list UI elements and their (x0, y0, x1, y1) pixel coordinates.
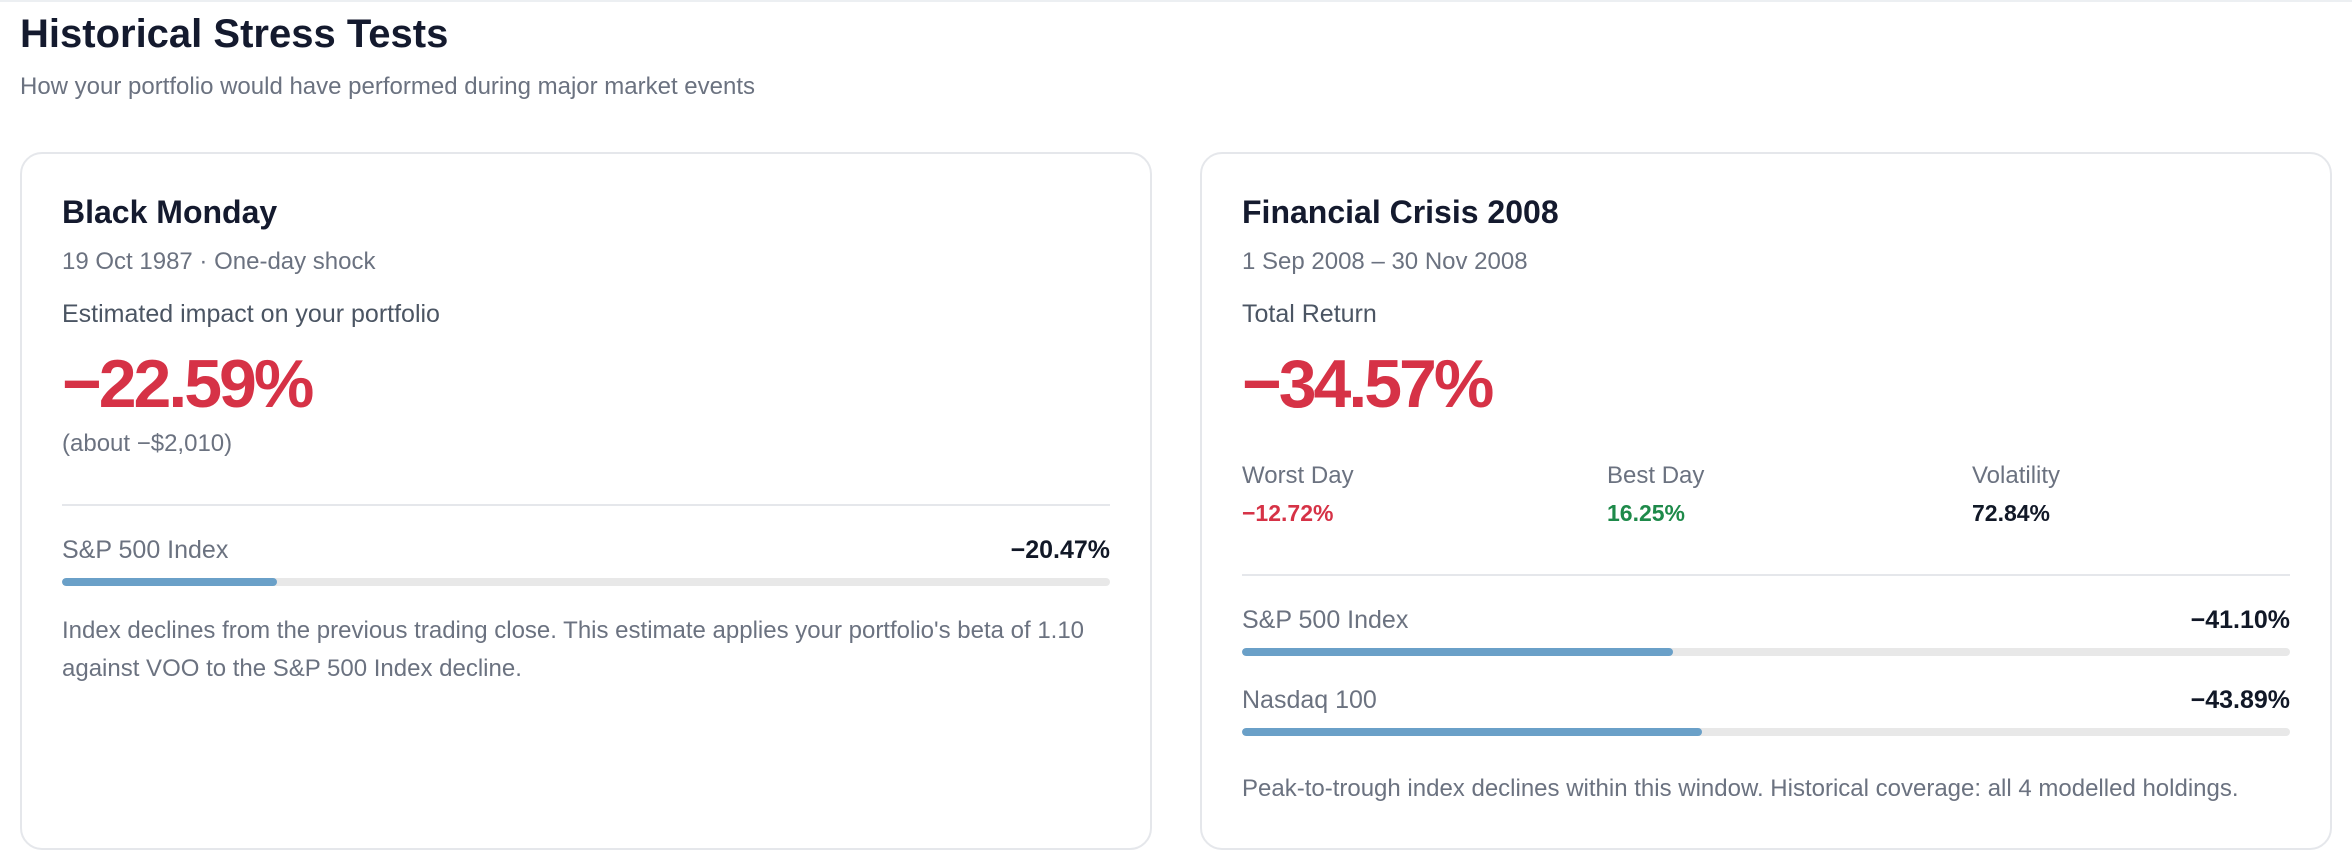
divider (1242, 574, 2290, 576)
stat-volatility: Volatility 72.84% (1972, 462, 2272, 527)
card-date: 19 Oct 1987 · One-day shock (62, 248, 376, 275)
card-date: 1 Sep 2008 – 30 Nov 2008 (1242, 248, 1528, 275)
card-title: Black Monday (62, 194, 278, 230)
divider (62, 504, 1110, 506)
total-return-value: −34.57% (1242, 346, 1494, 422)
index-name: S&P 500 Index (62, 536, 229, 564)
index-row-sp500: S&P 500 Index −41.10% (1242, 606, 2290, 666)
index-row-sp500: S&P 500 Index −20.47% (62, 536, 1110, 596)
index-bar-fill (1242, 648, 1673, 656)
page-title: Historical Stress Tests (20, 12, 449, 56)
index-value: −43.89% (2190, 686, 2290, 714)
stat-label: Volatility (1972, 462, 2061, 489)
index-value: −20.47% (1010, 536, 1110, 564)
index-name: S&P 500 Index (1242, 606, 1409, 634)
stat-label: Worst Day (1242, 462, 1354, 489)
impact-label: Estimated impact on your portfolio (62, 300, 440, 328)
stat-value: 72.84% (1972, 500, 2051, 526)
card-note: Peak-to-trough index declines within thi… (1242, 775, 2239, 802)
stat-label: Best Day (1607, 462, 1705, 489)
index-bar-track (1242, 728, 2290, 736)
index-name: Nasdaq 100 (1242, 686, 1377, 714)
stat-best-day: Best Day 16.25% (1607, 462, 1907, 527)
card-title: Financial Crisis 2008 (1242, 194, 1559, 230)
total-return-label: Total Return (1242, 300, 1377, 328)
card-note: Index declines from the previous trading… (62, 617, 1085, 682)
page-subtitle: How your portfolio would have performed … (20, 73, 756, 100)
index-value: −41.10% (2190, 606, 2290, 634)
index-bar-fill (1242, 728, 1702, 736)
stat-value: 16.25% (1607, 500, 1686, 526)
index-row-nasdaq100: Nasdaq 100 −43.89% (1242, 686, 2290, 746)
impact-value: −22.59% (62, 346, 314, 422)
stats-row: Worst Day −12.72% Best Day 16.25% Volati… (1242, 462, 2290, 532)
index-bar-fill (62, 578, 277, 586)
page-header: Historical Stress Tests How your portfol… (20, 10, 755, 102)
stress-test-card-black-monday: Black Monday 19 Oct 1987 · One-day shock… (20, 152, 1152, 850)
index-bar-track (1242, 648, 2290, 656)
stat-value: −12.72% (1242, 500, 1334, 526)
stat-worst-day: Worst Day −12.72% (1242, 462, 1542, 527)
index-bar-track (62, 578, 1110, 586)
stress-test-card-financial-crisis-2008: Financial Crisis 2008 1 Sep 2008 – 30 No… (1200, 152, 2332, 850)
impact-approx-amount: (about −$2,010) (62, 430, 233, 457)
